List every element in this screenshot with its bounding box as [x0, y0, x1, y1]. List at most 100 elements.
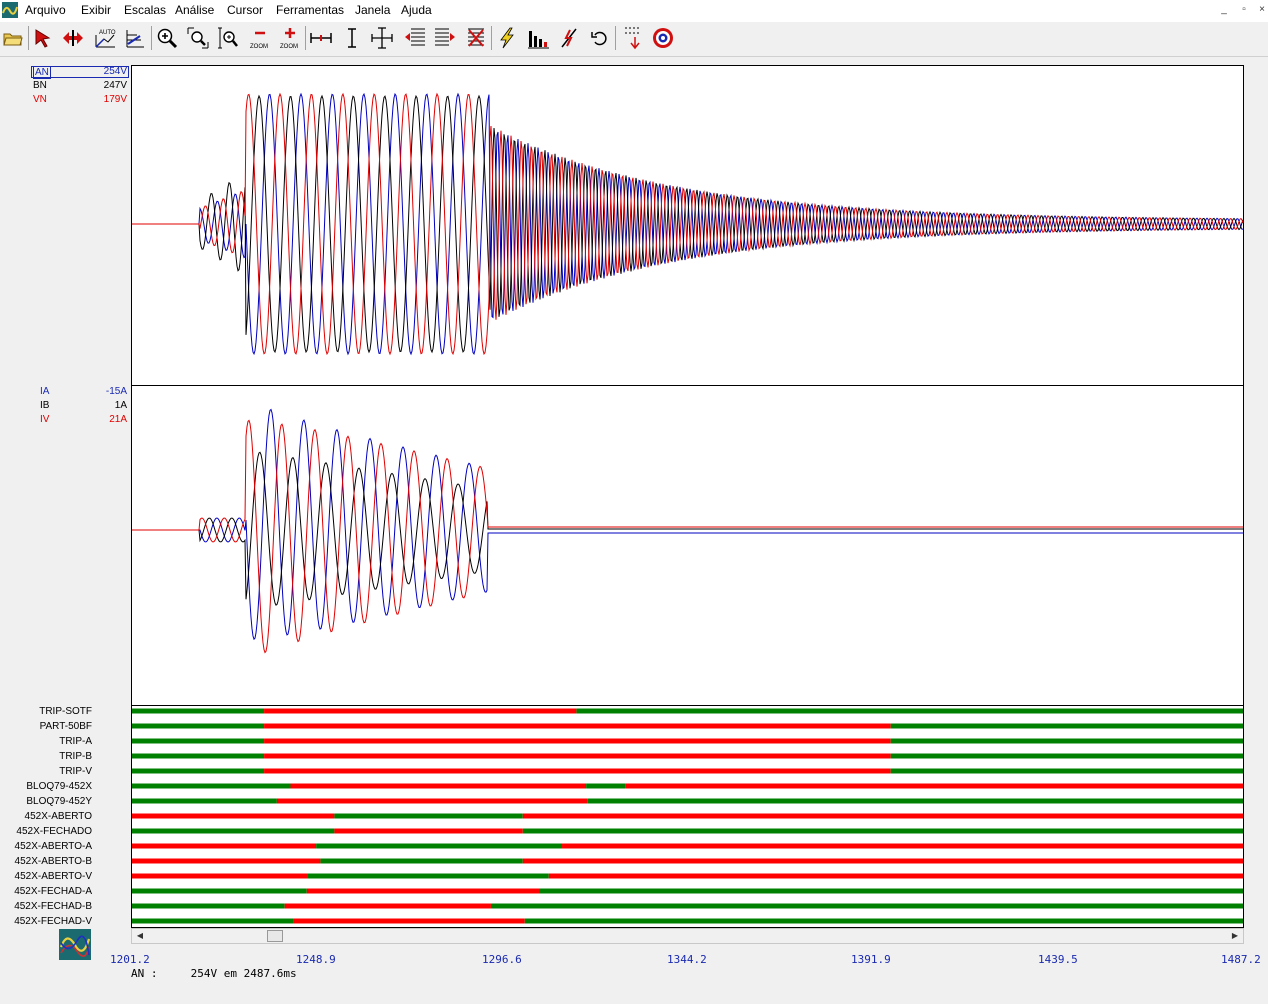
- digital-segment: [587, 798, 1243, 804]
- digital-channel-label[interactable]: BLOQ79-452Y: [26, 796, 92, 807]
- digital-channel-label[interactable]: TRIP-B: [59, 751, 92, 762]
- digital-channel-label[interactable]: 452X-ABERTO-V: [14, 871, 92, 882]
- digital-segment: [264, 738, 891, 744]
- app-logo-icon[interactable]: [2, 2, 18, 18]
- digital-channel-label[interactable]: TRIP-A: [59, 736, 92, 747]
- digital-channel-label[interactable]: 452X-FECHAD-V: [14, 916, 92, 927]
- voltage-panel: [131, 65, 1244, 386]
- current-channel-name[interactable]: IB: [40, 400, 50, 411]
- digital-segment: [307, 873, 549, 879]
- digital-channel-label[interactable]: 452X-FECHAD-A: [14, 886, 92, 897]
- lightning-icon[interactable]: [494, 25, 520, 51]
- digital-segment: [276, 798, 588, 804]
- current-channel-value[interactable]: 1A: [114, 400, 127, 411]
- current-trace: [132, 419, 1243, 654]
- svg-text:ZOOM: ZOOM: [280, 44, 298, 50]
- channel-list-right-icon[interactable]: [432, 25, 458, 51]
- digital-segment: [132, 903, 285, 909]
- scrollbar-thumb[interactable]: [267, 930, 283, 942]
- current-panel: [131, 385, 1244, 706]
- time-tick-label: 1248.9: [296, 953, 336, 966]
- toolbar: AUTO ZOOM ZOOM: [0, 22, 1268, 57]
- target-icon[interactable]: [650, 25, 676, 51]
- channel-list-remove-icon[interactable]: [463, 25, 489, 51]
- menu-1[interactable]: Exibir: [81, 3, 112, 17]
- digital-segment: [890, 753, 1243, 759]
- current-channel-name[interactable]: IA: [40, 386, 50, 397]
- zoom-vertical-icon[interactable]: [215, 25, 241, 51]
- minimize-button[interactable]: _: [1221, 4, 1227, 15]
- undo-icon[interactable]: [587, 25, 613, 51]
- fault-locator-icon[interactable]: [556, 25, 582, 51]
- zoom-in-button-icon[interactable]: ZOOM: [277, 25, 303, 51]
- digital-channel-label[interactable]: 452X-FECHADO: [16, 826, 92, 837]
- digital-segment: [539, 888, 1243, 894]
- menu-4[interactable]: Cursor: [227, 3, 264, 17]
- digital-segment: [490, 903, 1243, 909]
- voltage-channel-name[interactable]: BN: [33, 80, 47, 91]
- digital-segment: [290, 783, 587, 789]
- digital-segment: [264, 723, 891, 729]
- menu-0[interactable]: Arquivo: [25, 3, 66, 17]
- zoom-window-icon[interactable]: [185, 25, 211, 51]
- vertical-cursor-icon[interactable]: [339, 25, 365, 51]
- digital-segment: [284, 903, 491, 909]
- digital-segment: [522, 828, 1243, 834]
- cross-cursor-icon[interactable]: [369, 25, 395, 51]
- digital-channel-label[interactable]: TRIP-V: [59, 766, 92, 777]
- menu-2[interactable]: Escalas: [124, 3, 167, 17]
- time-tick-label: 1201.2: [110, 953, 150, 966]
- menu-3[interactable]: Análise: [175, 3, 215, 17]
- horizontal-cursor-icon[interactable]: [308, 25, 334, 51]
- digital-segment: [334, 813, 523, 819]
- zoom-in-icon[interactable]: [154, 25, 180, 51]
- horizontal-move-icon[interactable]: [60, 25, 86, 51]
- digital-segment: [524, 918, 1243, 924]
- digital-channel-label[interactable]: TRIP-SOTF: [39, 706, 92, 717]
- close-button[interactable]: ×: [1259, 4, 1265, 15]
- digital-channel-label[interactable]: 452X-ABERTO-A: [14, 841, 92, 852]
- scroll-left-icon[interactable]: ◀: [136, 931, 144, 940]
- digital-segment: [890, 723, 1243, 729]
- current-channel-value[interactable]: 21A: [109, 414, 127, 425]
- digital-segment: [132, 918, 294, 924]
- harmonics-bar-chart-icon[interactable]: [525, 25, 551, 51]
- current-channel-name[interactable]: IV: [40, 414, 50, 425]
- digital-channels-icon[interactable]: [619, 25, 645, 51]
- status-channel: AN :: [131, 967, 158, 980]
- digital-channel-label[interactable]: PART-50BF: [39, 721, 92, 732]
- voltage-channel-name[interactable]: VN: [33, 94, 47, 105]
- scale-icon[interactable]: [122, 25, 148, 51]
- digital-segment: [316, 843, 563, 849]
- digital-channel-label[interactable]: 452X-FECHAD-B: [14, 901, 92, 912]
- auto-scale-icon[interactable]: AUTO: [92, 25, 118, 51]
- digital-channel-label[interactable]: 452X-ABERTO-B: [14, 856, 92, 867]
- current-channel-value[interactable]: -15A: [105, 386, 127, 397]
- voltage-trace: [132, 94, 1244, 354]
- digital-channel-label[interactable]: 452X-ABERTO: [24, 811, 92, 822]
- select-pointer-icon[interactable]: [30, 25, 56, 51]
- scroll-right-icon[interactable]: ▶: [1231, 931, 1239, 940]
- voltage-channel-value[interactable]: 254V: [103, 66, 127, 77]
- voltage-channel-value[interactable]: 179V: [103, 94, 127, 105]
- digital-segment: [132, 783, 291, 789]
- status-reading: 254V em 2487.6ms: [190, 967, 297, 980]
- digital-channel-label[interactable]: BLOQ79-452X: [26, 781, 92, 792]
- menu-7[interactable]: Ajuda: [401, 3, 432, 17]
- status-bar: AN : 254V em 2487.6ms: [131, 967, 297, 980]
- digital-segment: [132, 828, 335, 834]
- time-tick-label: 1487.2: [1221, 953, 1261, 966]
- time-scrollbar[interactable]: ◀ ▶: [131, 928, 1244, 944]
- restore-button[interactable]: ▫: [1242, 4, 1246, 15]
- voltage-channel-value[interactable]: 247V: [103, 80, 127, 91]
- open-folder-icon[interactable]: [0, 25, 26, 51]
- digital-segment: [132, 768, 265, 774]
- time-tick-label: 1439.5: [1038, 953, 1078, 966]
- digital-segment: [334, 828, 523, 834]
- menu-6[interactable]: Janela: [355, 3, 391, 17]
- digital-segment: [132, 888, 307, 894]
- menu-5[interactable]: Ferramentas: [276, 3, 345, 17]
- zoom-out-button-icon[interactable]: ZOOM: [247, 25, 273, 51]
- channel-list-left-icon[interactable]: [402, 25, 428, 51]
